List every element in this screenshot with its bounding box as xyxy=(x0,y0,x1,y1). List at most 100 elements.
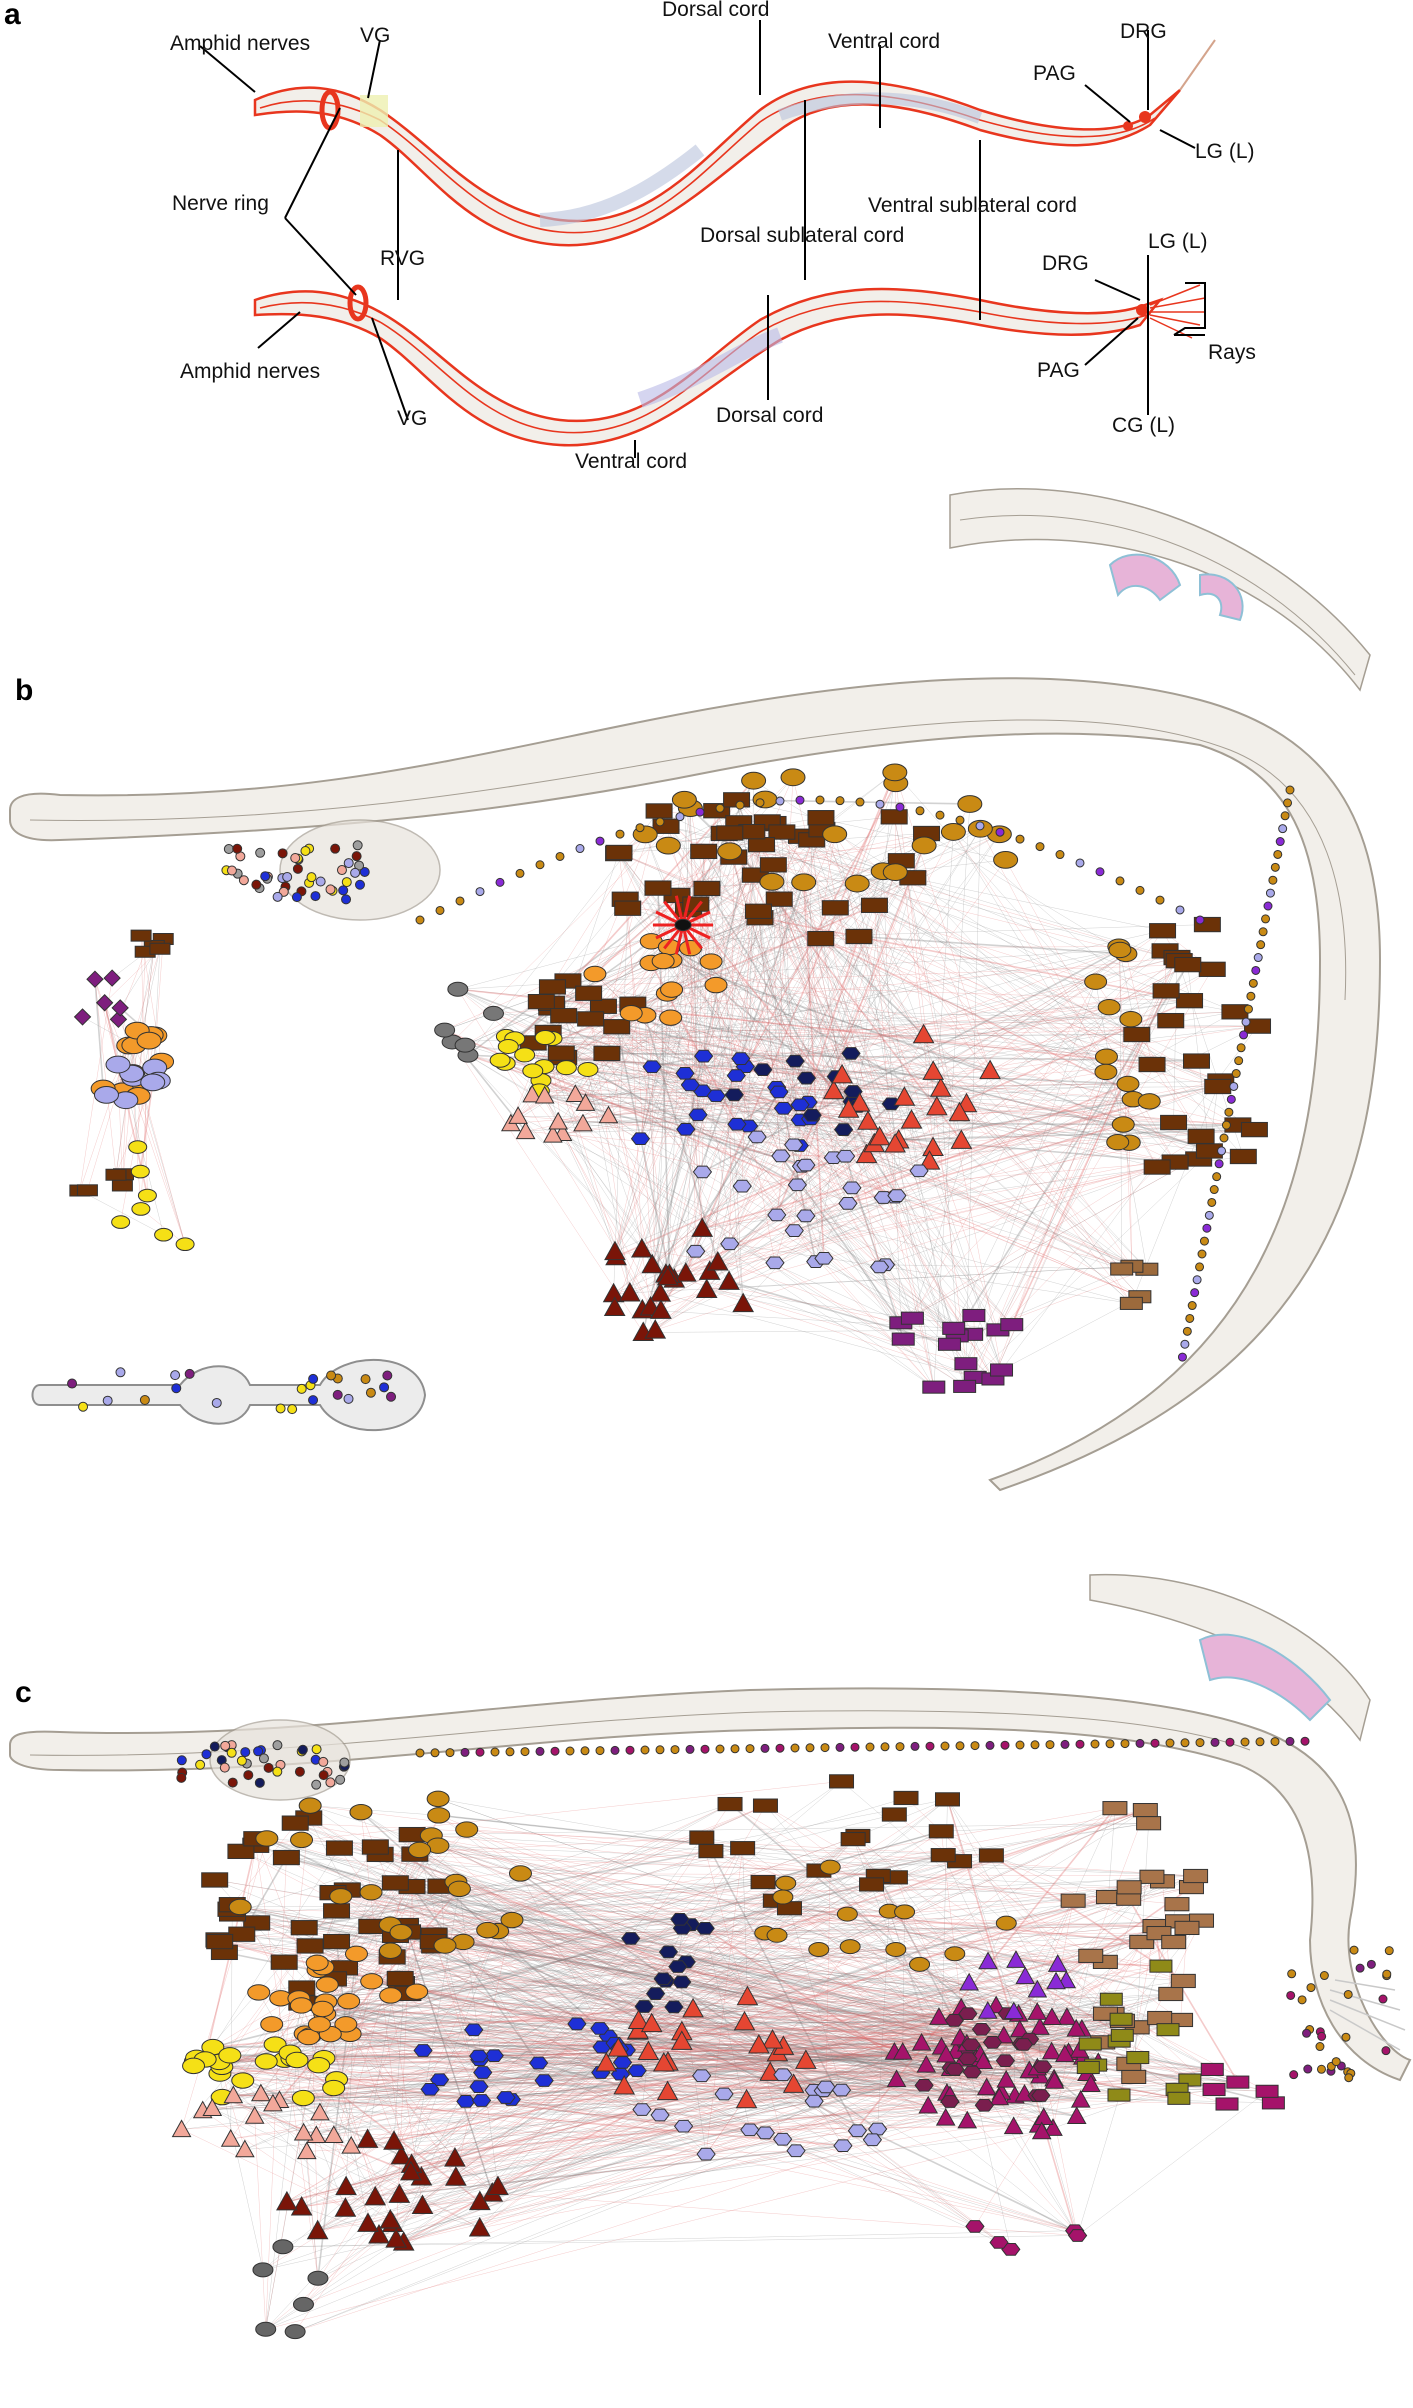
synapse-edge xyxy=(761,844,892,1104)
interneuron-node xyxy=(658,1945,679,1959)
synapse-edge xyxy=(729,1150,1210,1245)
sensory-neuron-node xyxy=(598,1105,619,1124)
interneuron-node xyxy=(456,2095,476,2108)
body-neuron-dot xyxy=(1180,1738,1190,1748)
motor-neuron-node xyxy=(845,928,873,945)
synapse-edge xyxy=(859,930,1163,1104)
body-neuron-dot xyxy=(625,1745,635,1755)
synapse-edge xyxy=(557,1121,675,1280)
synapse-edge xyxy=(347,1889,783,2075)
head-neuron-dot xyxy=(297,1744,308,1755)
synapse-edge xyxy=(759,917,1221,1082)
synapse-edge xyxy=(706,1265,1132,1290)
synapse-edge xyxy=(802,882,825,1259)
motor-neuron-node xyxy=(748,836,776,853)
sensory-neuron-node xyxy=(522,1084,542,1103)
interneuron-node xyxy=(680,1078,700,1092)
synapse-edge xyxy=(697,1114,1140,1297)
synapse-edge xyxy=(465,2101,642,2110)
male-specific-neuron-node xyxy=(1027,1979,1048,1998)
synapse-edge xyxy=(563,957,1178,1016)
synapse-edge xyxy=(895,1080,1221,1145)
male-specific-neuron-node xyxy=(996,2069,1017,2088)
synapse-edge xyxy=(898,1085,1218,1141)
synapse-edge xyxy=(945,2071,973,2118)
synapse-edge xyxy=(395,1882,873,2140)
motor-neuron-node xyxy=(717,842,743,861)
synapse-edge xyxy=(212,2043,967,2048)
head-neuron-dot xyxy=(220,1740,231,1751)
synapse-edge xyxy=(333,1781,842,2136)
synapse-edge xyxy=(657,888,671,1275)
synapse-edge xyxy=(308,2036,1179,2099)
synapse-edge xyxy=(345,2012,968,2026)
synapse-edge xyxy=(551,1003,703,1173)
synapse-edge xyxy=(1119,949,1122,1270)
interneuron-node xyxy=(664,2000,684,2014)
synapse-edge xyxy=(900,1150,1210,1324)
pharyngeal-node xyxy=(444,2166,467,2186)
synapse-edge xyxy=(783,1108,807,1216)
synapse-edge xyxy=(345,1982,970,2187)
head-neuron-dot xyxy=(223,844,234,855)
synapse-edge xyxy=(551,877,913,1004)
head-neuron-dot xyxy=(318,1770,329,1781)
command-interneuron-node xyxy=(656,2080,679,2101)
synapse-edge xyxy=(619,1807,1116,2050)
synapse-edge xyxy=(284,1886,1192,2060)
synapse-edge xyxy=(437,1845,973,2073)
synapse-edge xyxy=(622,1949,819,2063)
synapse-edge xyxy=(762,1830,942,1883)
synapse-edge xyxy=(552,899,626,988)
head-neuron-dot xyxy=(335,1774,346,1785)
synapse-edge xyxy=(729,1243,950,1345)
body-neuron-dot xyxy=(1199,1236,1209,1246)
synapse-edge xyxy=(728,1083,1129,1282)
head-neuron-dot xyxy=(254,1777,265,1788)
synapse-edge xyxy=(655,1150,1210,1331)
command-interneuron-node xyxy=(652,2051,675,2072)
synapse-edge xyxy=(782,1896,1022,2045)
synapse-edge xyxy=(511,1805,766,1921)
sensory-neuron-node xyxy=(244,2105,265,2124)
synapse-edge xyxy=(670,1016,1244,1158)
motor-neuron-node xyxy=(885,1941,907,1957)
command-interneuron-node xyxy=(912,1023,935,1044)
synapse-edge xyxy=(360,1811,815,2102)
motor-neuron-node xyxy=(844,874,870,893)
command-interneuron-node xyxy=(733,2010,756,2031)
synapse-edge xyxy=(340,1887,1130,1897)
body-neuron-dot xyxy=(875,799,885,809)
synapse-edge xyxy=(929,957,1178,1162)
sensory-neuron-node xyxy=(136,1031,162,1050)
sensory-neuron-node xyxy=(341,2135,362,2154)
sensory-neuron-node xyxy=(534,1085,555,1104)
synapse-edge xyxy=(395,1882,951,2097)
body-neuron-dot xyxy=(610,1745,620,1755)
synapse-edge xyxy=(618,853,749,1127)
synapse-edge xyxy=(455,2095,951,2178)
body-neuron-dot xyxy=(815,795,825,805)
motor-neuron-node xyxy=(775,1875,797,1891)
command-interneuron-node xyxy=(929,1077,952,1097)
synapse-edge xyxy=(303,2097,844,2147)
synapse-edge xyxy=(705,1848,743,2155)
synapse-edge xyxy=(411,2069,1213,2165)
synapse-edge xyxy=(317,2125,684,2231)
synapse-edge xyxy=(1077,2091,1268,2236)
motor-neuron-node xyxy=(447,1880,471,1898)
interneuron-node xyxy=(804,2094,824,2108)
synapse-edge xyxy=(380,1854,819,1871)
body-neuron-dot xyxy=(1217,1146,1227,1156)
motor-neuron-node xyxy=(717,1796,743,1812)
synapse-edge xyxy=(953,831,1158,1168)
synapse-edge xyxy=(419,1849,878,2130)
head-neuron-dot xyxy=(236,1755,247,1766)
synapse-edge xyxy=(301,1926,372,1989)
synapse-edge xyxy=(400,1978,1024,2045)
motor-neuron-node xyxy=(381,1875,409,1891)
synapse-edge xyxy=(912,981,1096,1319)
synapse-edge xyxy=(378,2139,873,2236)
interneuron-node xyxy=(660,981,684,998)
body-neuron-dot xyxy=(490,1747,500,1757)
